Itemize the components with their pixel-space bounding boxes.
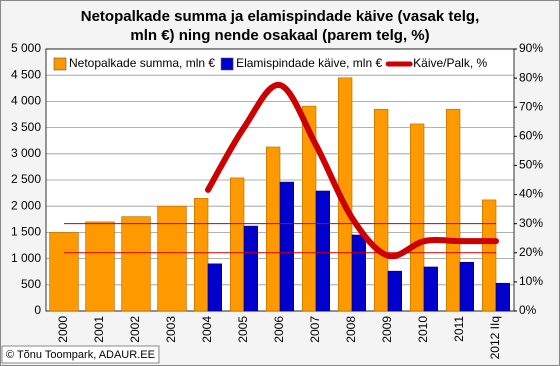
bar [230, 177, 245, 312]
y-tick-label: 2 500 [11, 172, 41, 186]
y-tick-label: 4 500 [11, 67, 41, 81]
x-tick-label: 2010 [416, 316, 430, 343]
x-tick-label: 2000 [56, 316, 70, 343]
legend-swatch [53, 57, 67, 71]
y-tick-label: 3 000 [11, 146, 41, 160]
x-tick-label: 2011 [452, 316, 466, 342]
x-tick-label: 2003 [164, 316, 178, 343]
chart-title: Netopalkade summa ja elamispindade käive… [81, 8, 480, 25]
bar [121, 216, 151, 312]
bar [459, 261, 474, 312]
y-tick-label: 0 [34, 303, 41, 317]
bar [85, 221, 115, 312]
chart-title: mln €) ning nende osakaal (parem telg, %… [130, 27, 429, 44]
bar [279, 181, 294, 312]
y2-tick-label: 50% [519, 158, 543, 172]
bar [243, 225, 258, 312]
y2-tick-label: 30% [519, 216, 543, 230]
y-tick-label: 3 500 [11, 120, 41, 134]
y2-tick-label: 0% [519, 303, 537, 317]
bar [266, 146, 281, 312]
y2-tick-label: 40% [519, 187, 543, 201]
bar [423, 266, 438, 312]
bar [374, 108, 389, 312]
x-tick-label: 2009 [380, 316, 394, 343]
x-tick-label: 2008 [344, 316, 358, 343]
bar [446, 108, 461, 312]
legend-swatch [220, 57, 234, 71]
bar [315, 190, 330, 312]
credit-box [1, 345, 160, 364]
x-tick-label: 2007 [308, 316, 322, 343]
y2-tick-label: 70% [519, 99, 543, 113]
y-tick-label: 500 [21, 277, 41, 291]
y2-tick-label: 90% [519, 41, 543, 55]
bar [49, 232, 79, 312]
bar [410, 123, 425, 312]
x-tick-label: 2004 [200, 316, 214, 343]
y-tick-label: 4 000 [11, 94, 41, 108]
y-tick-label: 2 000 [11, 198, 41, 212]
y2-tick-label: 60% [519, 129, 543, 143]
y2-tick-label: 10% [519, 274, 543, 288]
bar [157, 205, 187, 312]
bar [351, 234, 366, 312]
credit: © Tõnu Toompark, ADAUR.EE [6, 349, 155, 361]
bar [387, 270, 402, 312]
y-tick-label: 1 500 [11, 225, 41, 239]
x-tick-label: 2006 [272, 316, 286, 343]
line-series [205, 82, 499, 260]
legend-label: Elamispindade käive, mln € [236, 56, 382, 70]
bar [495, 282, 510, 312]
bar [482, 199, 497, 312]
legend-label: Käive/Palk, % [413, 56, 487, 70]
bar [194, 198, 209, 312]
legend-label: Netopalkade summa, mln € [69, 56, 215, 70]
y2-tick-label: 20% [519, 245, 543, 259]
x-tick-label: 2001 [92, 316, 106, 343]
x-tick-label: 2005 [236, 316, 250, 343]
y-tick-label: 1 000 [11, 251, 41, 265]
y2-tick-label: 80% [519, 70, 543, 84]
x-tick-label: 2002 [128, 316, 142, 343]
bar [207, 263, 222, 312]
x-tick-label: 2012 IIq [488, 316, 502, 359]
y-tick-label: 5 000 [11, 41, 41, 55]
